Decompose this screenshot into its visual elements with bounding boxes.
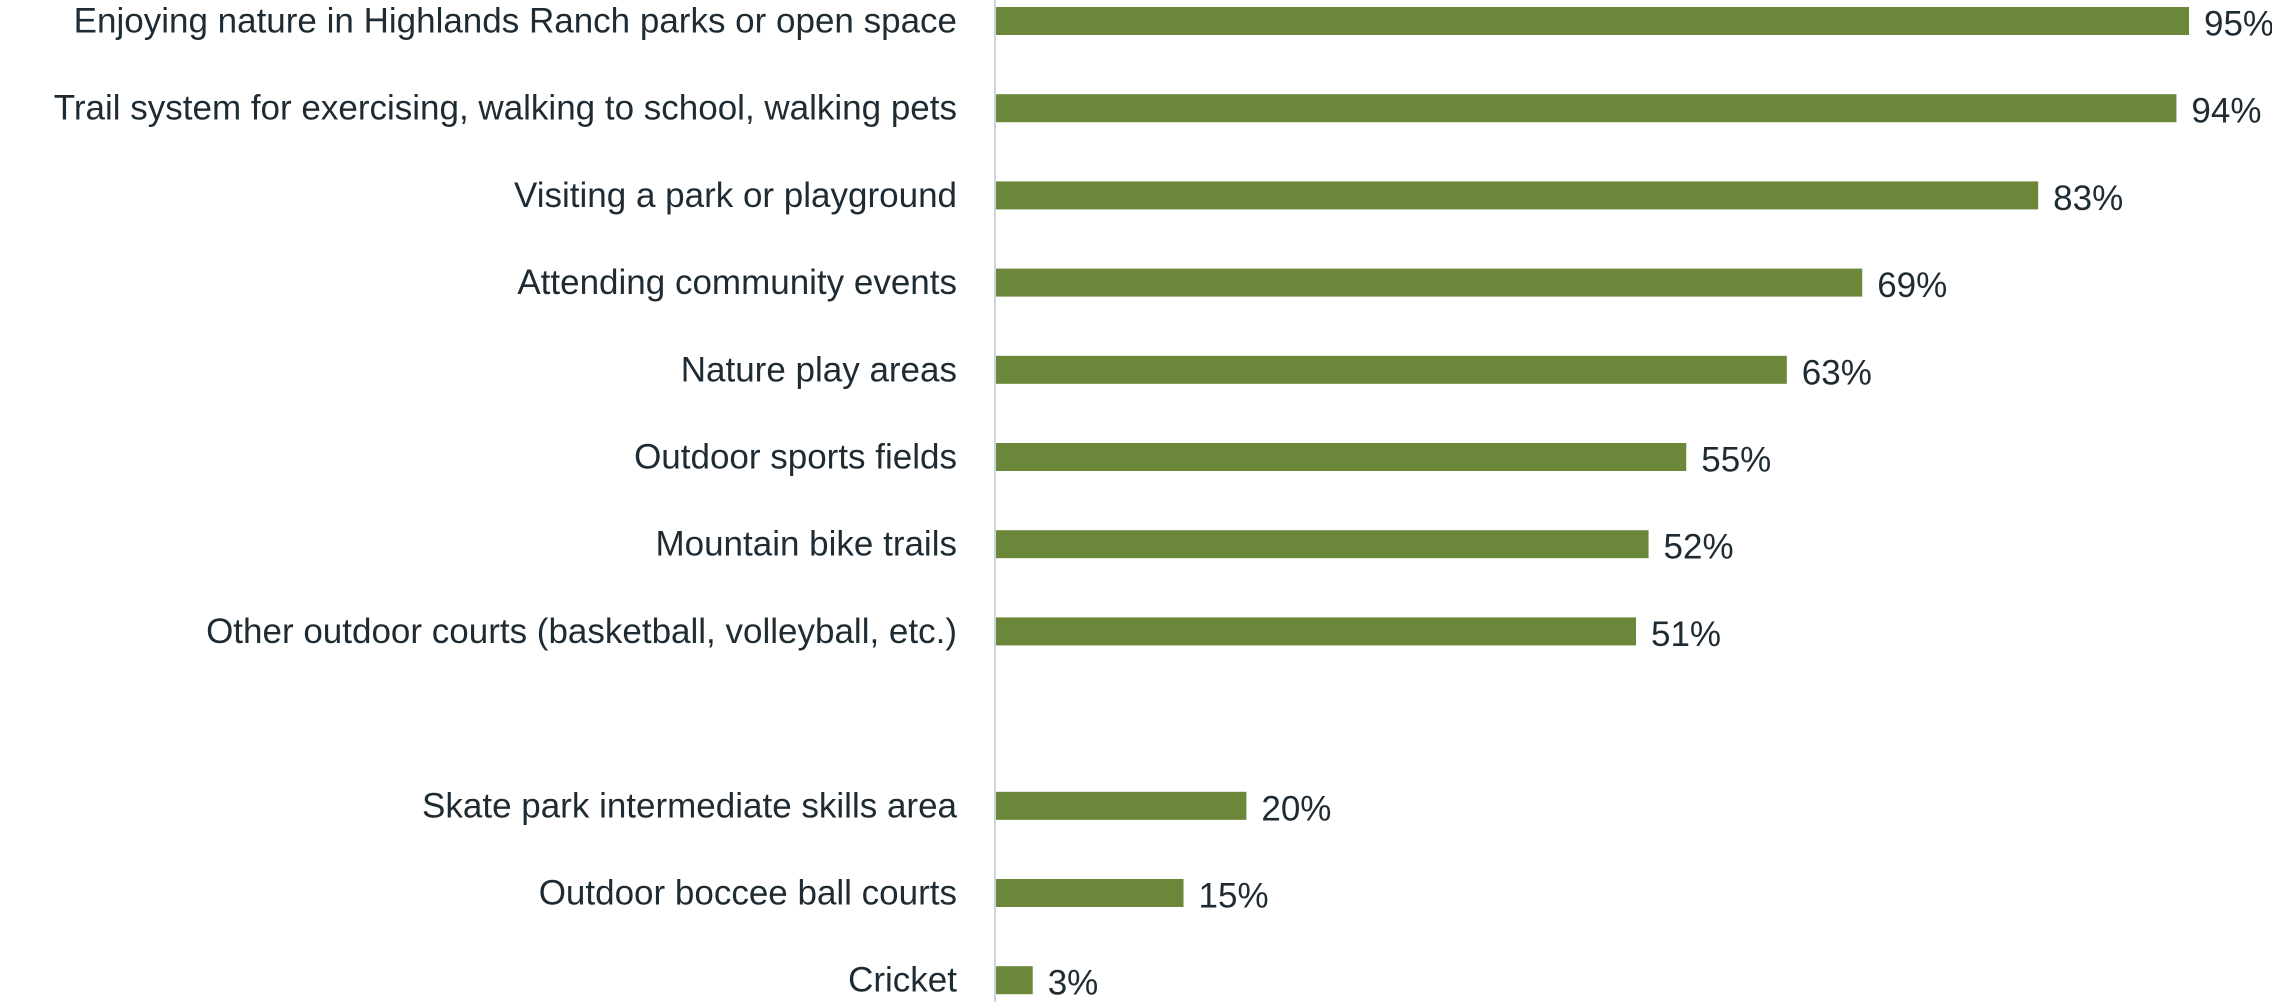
category-label: Attending community events: [517, 263, 957, 302]
bar: [995, 966, 1033, 995]
category-label: Trail system for exercising, walking to …: [54, 89, 957, 128]
value-label: 55%: [1701, 441, 1771, 480]
bar: [995, 443, 1687, 471]
value-label: 20%: [1261, 789, 1331, 828]
value-label: 83%: [2053, 179, 2123, 218]
value-label: 95%: [2204, 5, 2272, 44]
category-label: Other outdoor courts (basketball, volley…: [206, 612, 957, 651]
category-label: Enjoying nature in Highlands Ranch parks…: [74, 2, 957, 41]
value-label: 3%: [1048, 964, 1099, 1002]
bar: [995, 879, 1184, 907]
bar: [995, 617, 1636, 646]
value-label: 69%: [1877, 266, 1947, 305]
bar: [995, 181, 2039, 210]
bars-layer: [995, 7, 2189, 995]
value-label: 51%: [1651, 615, 1721, 654]
category-label: Skate park intermediate skills area: [422, 786, 957, 825]
bar: [995, 355, 1787, 384]
category-label: Visiting a park or playground: [514, 176, 957, 215]
value-labels: 95% 94% 83% 69% 63% 55% 52% 51% 20% 15% 3%: [1048, 5, 2272, 1003]
category-label: Nature play areas: [681, 350, 957, 389]
value-label: 15%: [1199, 877, 1269, 916]
value-label: 63%: [1802, 353, 1872, 392]
bar: [995, 268, 1863, 297]
bar: [995, 530, 1649, 559]
bar: [995, 791, 1247, 820]
category-label: Mountain bike trails: [655, 525, 957, 564]
bar: [995, 7, 2189, 35]
category-label: Cricket: [848, 961, 957, 1000]
value-label: 94%: [2191, 92, 2261, 131]
category-label: Outdoor boccee ball courts: [539, 874, 957, 913]
value-label: 52%: [1664, 528, 1734, 567]
category-labels: Enjoying nature in Highlands Ranch parks…: [54, 2, 958, 1000]
bar: [995, 94, 2177, 123]
category-label: Outdoor sports fields: [634, 438, 957, 477]
